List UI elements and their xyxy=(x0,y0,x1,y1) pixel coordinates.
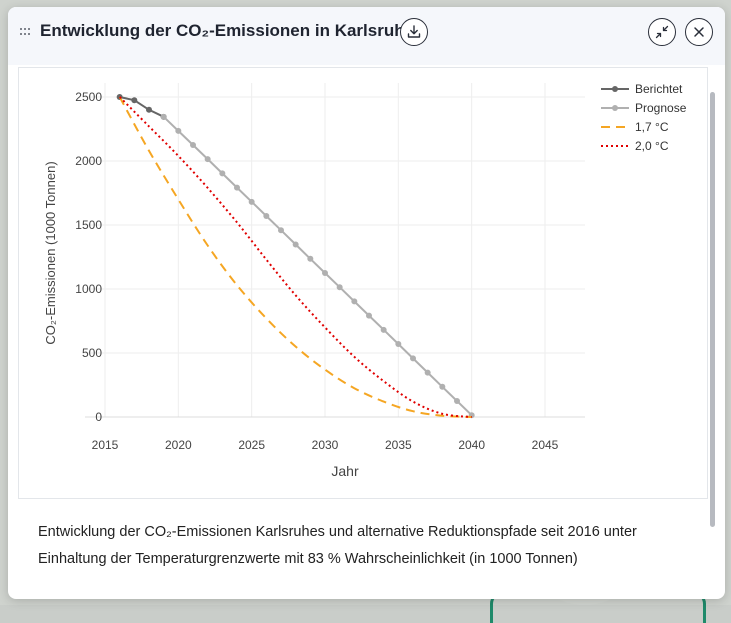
download-button[interactable] xyxy=(400,18,428,46)
x-tick-label: 2035 xyxy=(385,438,412,452)
series-marker-2 xyxy=(234,184,240,191)
series-marker-2 xyxy=(175,127,182,134)
series-marker-2 xyxy=(366,312,372,319)
x-tick-label: 2015 xyxy=(92,438,119,452)
y-tick-label: 2000 xyxy=(75,154,102,168)
series-marker-2 xyxy=(248,198,255,205)
series-line-2 xyxy=(163,116,473,416)
x-tick-label: 2045 xyxy=(532,438,559,452)
close-button[interactable] xyxy=(685,18,713,46)
series-marker-2 xyxy=(454,398,460,404)
series-marker-2 xyxy=(307,255,314,262)
series-marker-2 xyxy=(336,284,343,291)
series-marker-2 xyxy=(204,156,211,163)
series-marker-2 xyxy=(292,241,299,248)
series-marker-2 xyxy=(439,383,446,390)
series-marker-2 xyxy=(322,270,328,276)
chart-card: 2015 2020 2025 2030 2035 2040 2045 0 500 1000 1500… xyxy=(18,67,708,499)
legend-label[interactable]: Berichtet xyxy=(635,82,683,96)
chart-legend[interactable]: Berichtet Prognose 1,7 °C 2,0 °C xyxy=(601,82,687,153)
chart-axes: 2015 2020 2025 2030 2035 2040 2045 0 500 1000 1500… xyxy=(43,90,559,479)
modal-title: Entwicklung der CO₂-Emissionen in Karlsr… xyxy=(40,21,415,40)
series-line-4 xyxy=(118,96,472,418)
series-marker-2 xyxy=(219,170,226,177)
series-marker-2 xyxy=(278,227,284,234)
legend-label[interactable]: 2,0 °C xyxy=(635,139,669,153)
y-tick-label: 1500 xyxy=(75,218,102,232)
y-axis-title: CO₂-Emissionen (1000 Tonnen) xyxy=(43,161,58,344)
y-tick-label: 2500 xyxy=(75,90,102,104)
modal-header: Entwicklung der CO₂-Emissionen in Karlsr… xyxy=(8,7,725,65)
legend-marker[interactable] xyxy=(612,105,618,111)
legend-label[interactable]: Prognose xyxy=(635,101,687,115)
y-tick-label: 0 xyxy=(95,410,102,424)
series-marker-2 xyxy=(410,355,416,362)
series-marker-2 xyxy=(160,113,167,120)
drag-handle-icon[interactable] xyxy=(20,28,32,36)
series-marker-2 xyxy=(380,326,387,333)
download-icon xyxy=(407,25,421,38)
series-marker-2 xyxy=(351,298,358,305)
series-marker-1 xyxy=(131,97,138,104)
series-line-1 xyxy=(119,96,165,118)
chart-grid xyxy=(85,83,585,418)
x-axis-title: Jahr xyxy=(331,463,359,479)
series-line-3 xyxy=(118,96,472,418)
close-icon xyxy=(694,27,704,37)
chart-caption: Entwicklung der CO₂-Emissionen Karlsruhe… xyxy=(38,524,637,567)
x-tick-label: 2020 xyxy=(165,438,192,452)
x-tick-label: 2030 xyxy=(312,438,339,452)
chart-series xyxy=(116,94,475,419)
y-tick-label: 1000 xyxy=(75,282,102,296)
x-tick-label: 2025 xyxy=(238,438,265,452)
emissions-line-chart: 2015 2020 2025 2030 2035 2040 2045 0 500 1000 1500… xyxy=(43,82,687,479)
series-marker-2 xyxy=(395,341,402,348)
series-marker-2 xyxy=(190,142,196,148)
legend-marker[interactable] xyxy=(612,86,618,92)
legend-label[interactable]: 1,7 °C xyxy=(635,120,669,134)
y-tick-label: 500 xyxy=(82,346,102,360)
collapse-icon xyxy=(655,25,669,39)
modal-scrollbar[interactable] xyxy=(710,92,715,527)
collapse-button[interactable] xyxy=(648,18,676,46)
series-marker-1 xyxy=(146,106,152,113)
x-tick-label: 2040 xyxy=(458,438,485,452)
series-marker-2 xyxy=(424,369,431,376)
series-marker-2 xyxy=(263,213,270,220)
chart-modal: Entwicklung der CO₂-Emissionen in Karlsr… xyxy=(8,7,725,599)
